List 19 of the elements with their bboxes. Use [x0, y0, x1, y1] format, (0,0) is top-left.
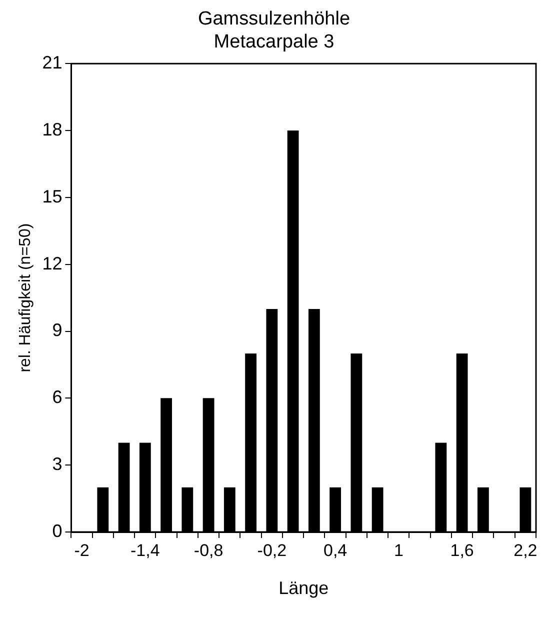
y-tick-label: 12 — [42, 253, 62, 274]
x-axis-title: Länge — [278, 578, 329, 598]
x-tick-label: -0,8 — [194, 540, 224, 560]
x-tick-label: -0,2 — [257, 540, 287, 560]
x-tick-label: 1 — [394, 540, 404, 560]
y-tick-label: 21 — [42, 52, 62, 73]
y-tick-label: 6 — [52, 387, 62, 408]
y-tick-label: 3 — [52, 454, 62, 474]
x-tick-label: 0,4 — [323, 540, 348, 560]
y-tick-label: 9 — [52, 320, 62, 340]
x-tick-label: 2,2 — [514, 540, 538, 560]
x-tick-label: 1,6 — [450, 540, 474, 560]
chart-title: Gamssulzenhöhle Metacarpale 3 — [198, 8, 350, 52]
y-tick-label: 15 — [42, 186, 62, 206]
y-axis-title: rel. Häufigkeit (n=50) — [17, 223, 34, 372]
y-tick-label: 0 — [52, 520, 62, 541]
y-tick-label: 18 — [42, 119, 62, 140]
x-tick-label: -1,4 — [130, 540, 160, 560]
x-tick-label: -2 — [74, 540, 90, 560]
